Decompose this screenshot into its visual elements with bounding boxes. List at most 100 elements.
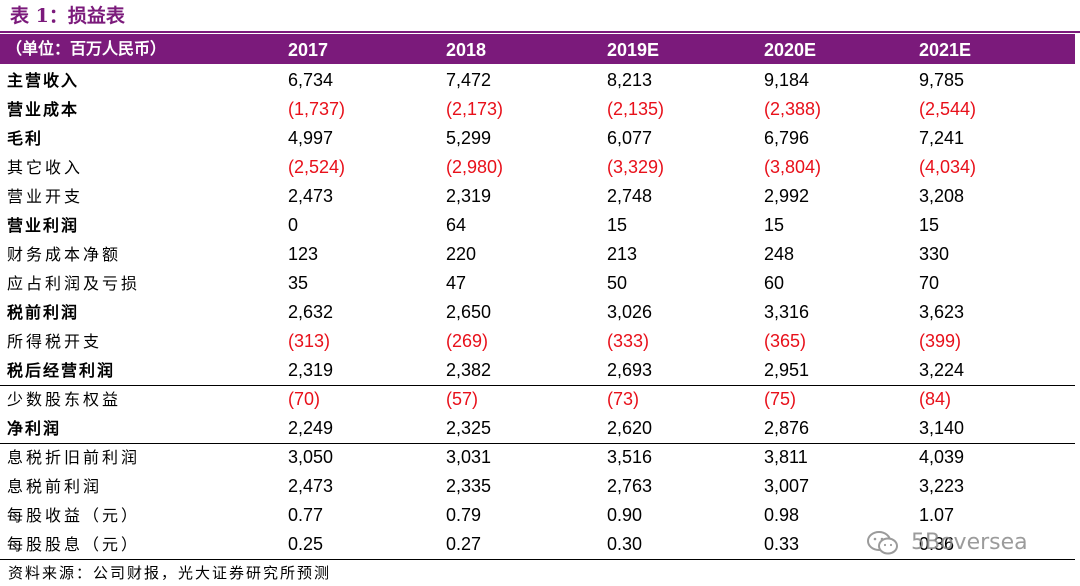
row-label: 毛利 — [7, 129, 44, 148]
row-label: 所得税开支 — [7, 332, 103, 351]
row-divider — [0, 385, 1075, 386]
table-cell: 1.07 — [919, 505, 955, 525]
row-label: 每股收益（元） — [7, 506, 141, 525]
table-cell: 0.98 — [764, 505, 800, 525]
title-divider — [0, 31, 1080, 33]
source-note: 资料来源：公司财报，光大证券研究所预测 — [8, 564, 332, 582]
table-cell: 2,473 — [288, 476, 334, 496]
row-label: 税前利润 — [7, 303, 80, 322]
table-cell: (2,135) — [607, 99, 665, 119]
table-cell: 3,811 — [764, 447, 808, 467]
table-cell: 15 — [607, 215, 628, 235]
row-label: 财务成本净额 — [7, 245, 122, 264]
table-cell: 2,249 — [288, 418, 334, 438]
table-cell: 35 — [288, 273, 309, 293]
table-cell: 3,208 — [919, 186, 965, 206]
table-cell: 8,213 — [607, 70, 653, 90]
table-cell: 2,763 — [607, 476, 653, 496]
table-cell: 2,632 — [288, 302, 334, 322]
table-cell: 7,241 — [919, 128, 965, 148]
table-cell: (2,980) — [446, 157, 504, 177]
table-cell: 0.77 — [288, 505, 324, 525]
column-header-2021e: 2021E — [919, 40, 972, 60]
table-cell: 3,050 — [288, 447, 334, 467]
table-cell: 2,693 — [607, 360, 653, 380]
row-label: 营业利润 — [7, 216, 80, 235]
table-cell: 2,325 — [446, 418, 492, 438]
table-cell: 64 — [446, 215, 467, 235]
table-cell: (399) — [919, 331, 962, 351]
table-cell: 3,316 — [764, 302, 810, 322]
table-cell: 15 — [919, 215, 940, 235]
watermark-text: 5Boversea — [911, 530, 1028, 555]
table-row: 营业利润 0 64 15 15 15 — [0, 211, 1075, 240]
table-cell: 60 — [764, 273, 785, 293]
table-cell: 3,031 — [446, 447, 492, 467]
table-cell: 2,876 — [764, 418, 810, 438]
watermark: 5Boversea — [866, 528, 1028, 558]
table-cell: (70) — [288, 389, 321, 409]
table-cell: 0 — [288, 215, 299, 235]
table-cell: 2,382 — [446, 360, 492, 380]
table-row: 少数股东权益 (70) (57) (73) (75) (84) — [0, 385, 1075, 414]
table-cell: 4,997 — [288, 128, 334, 148]
table-cell: 2,748 — [607, 186, 653, 206]
table-title: 表 1：损益表 — [10, 5, 125, 27]
column-header-2020e: 2020E — [764, 40, 817, 60]
table-row: 其它收入 (2,524) (2,980) (3,329) (3,804) (4,034) — [0, 153, 1075, 182]
table-cell: (3,329) — [607, 157, 665, 177]
table-cell: (57) — [446, 389, 479, 409]
table-cell: 3,223 — [919, 476, 965, 496]
table-row: 主营收入 6,734 7,472 8,213 9,184 9,785 — [0, 66, 1075, 95]
table-cell: (2,524) — [288, 157, 346, 177]
table-cell: 0.27 — [446, 534, 482, 554]
table-cell: 0.33 — [764, 534, 800, 554]
row-label: 主营收入 — [7, 71, 80, 90]
table-header: （单位：百万人民币） 2017 2018 2019E 2020E 2021E — [0, 34, 1075, 64]
table-row: 息税折旧前利润 3,050 3,031 3,516 3,811 4,039 — [0, 443, 1075, 472]
table-row: 营业开支 2,473 2,319 2,748 2,992 3,208 — [0, 182, 1075, 211]
table-cell: 9,785 — [919, 70, 965, 90]
table-cell: 50 — [607, 273, 628, 293]
table-row: 所得税开支 (313) (269) (333) (365) (399) — [0, 327, 1075, 356]
table-row: 息税前利润 2,473 2,335 2,763 3,007 3,223 — [0, 472, 1075, 501]
column-header-2019e: 2019E — [607, 40, 660, 60]
row-label: 营业开支 — [7, 187, 84, 206]
table-cell: 0.25 — [288, 534, 324, 554]
table-cell: 2,473 — [288, 186, 334, 206]
table-cell: (269) — [446, 331, 489, 351]
row-label: 营业成本 — [7, 100, 80, 119]
table-cell: 0.30 — [607, 534, 643, 554]
table-cell: 2,335 — [446, 476, 492, 496]
table-cell: 248 — [764, 244, 795, 264]
table-cell: (73) — [607, 389, 640, 409]
table-cell: 2,319 — [446, 186, 492, 206]
column-header-2017: 2017 — [288, 40, 329, 60]
table-cell: (1,737) — [288, 99, 346, 119]
row-label: 其它收入 — [7, 158, 84, 177]
table-cell: 3,140 — [919, 418, 965, 438]
table-cell: 7,472 — [446, 70, 492, 90]
table-cell: 2,951 — [764, 360, 810, 380]
table-cell: 5,299 — [446, 128, 492, 148]
table-cell: 3,516 — [607, 447, 653, 467]
unit-label: （单位：百万人民币） — [6, 39, 167, 58]
table-cell: 47 — [446, 273, 467, 293]
table-cell: 3,623 — [919, 302, 965, 322]
row-divider — [0, 443, 1075, 444]
table-cell: (313) — [288, 331, 331, 351]
table-cell: 3,026 — [607, 302, 653, 322]
table-cell: 15 — [764, 215, 785, 235]
table-cell: (2,173) — [446, 99, 504, 119]
table-cell: 123 — [288, 244, 319, 264]
column-header-2018: 2018 — [446, 40, 487, 60]
table-cell: 2,620 — [607, 418, 653, 438]
table-cell: (4,034) — [919, 157, 977, 177]
table-row: 每股收益（元） 0.77 0.79 0.90 0.98 1.07 — [0, 501, 1075, 530]
table-row: 税前利润 2,632 2,650 3,026 3,316 3,623 — [0, 298, 1075, 327]
table-cell: 3,224 — [919, 360, 965, 380]
table-cell: (75) — [764, 389, 797, 409]
table-row: 营业成本 (1,737) (2,173) (2,135) (2,388) (2,544) — [0, 95, 1075, 124]
table-row: 净利润 2,249 2,325 2,620 2,876 3,140 — [0, 414, 1075, 443]
table-cell: 70 — [919, 273, 940, 293]
